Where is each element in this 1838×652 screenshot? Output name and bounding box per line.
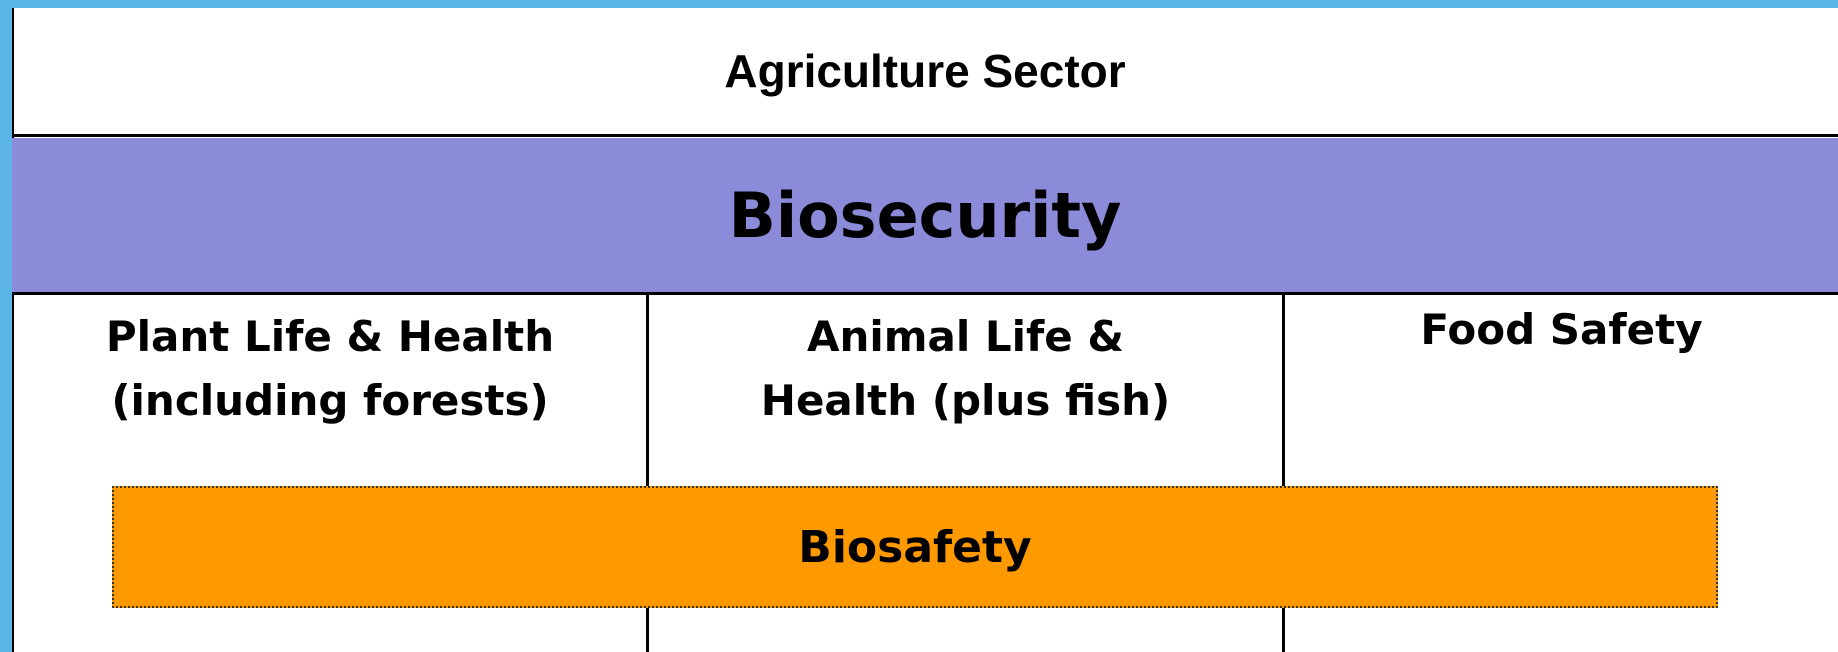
biosafety-box: Biosafety <box>112 486 1718 608</box>
column-label: Plant Life & Health <box>105 312 555 361</box>
column-divider <box>646 295 649 652</box>
column-label: Health (plus fish) <box>760 376 1171 425</box>
column: Food Safety <box>1285 298 1838 362</box>
column-label: Animal Life & <box>806 312 1125 361</box>
column: Animal Life & Health (plus fish) <box>649 305 1282 433</box>
column-label: Food Safety <box>1420 305 1703 354</box>
column-divider <box>1282 295 1285 652</box>
column-label: (including forests) <box>111 376 549 425</box>
header-title: Agriculture Sector <box>12 8 1838 137</box>
column: Plant Life & Health (including forests) <box>14 305 646 433</box>
biosecurity-band: Biosecurity <box>12 138 1838 295</box>
